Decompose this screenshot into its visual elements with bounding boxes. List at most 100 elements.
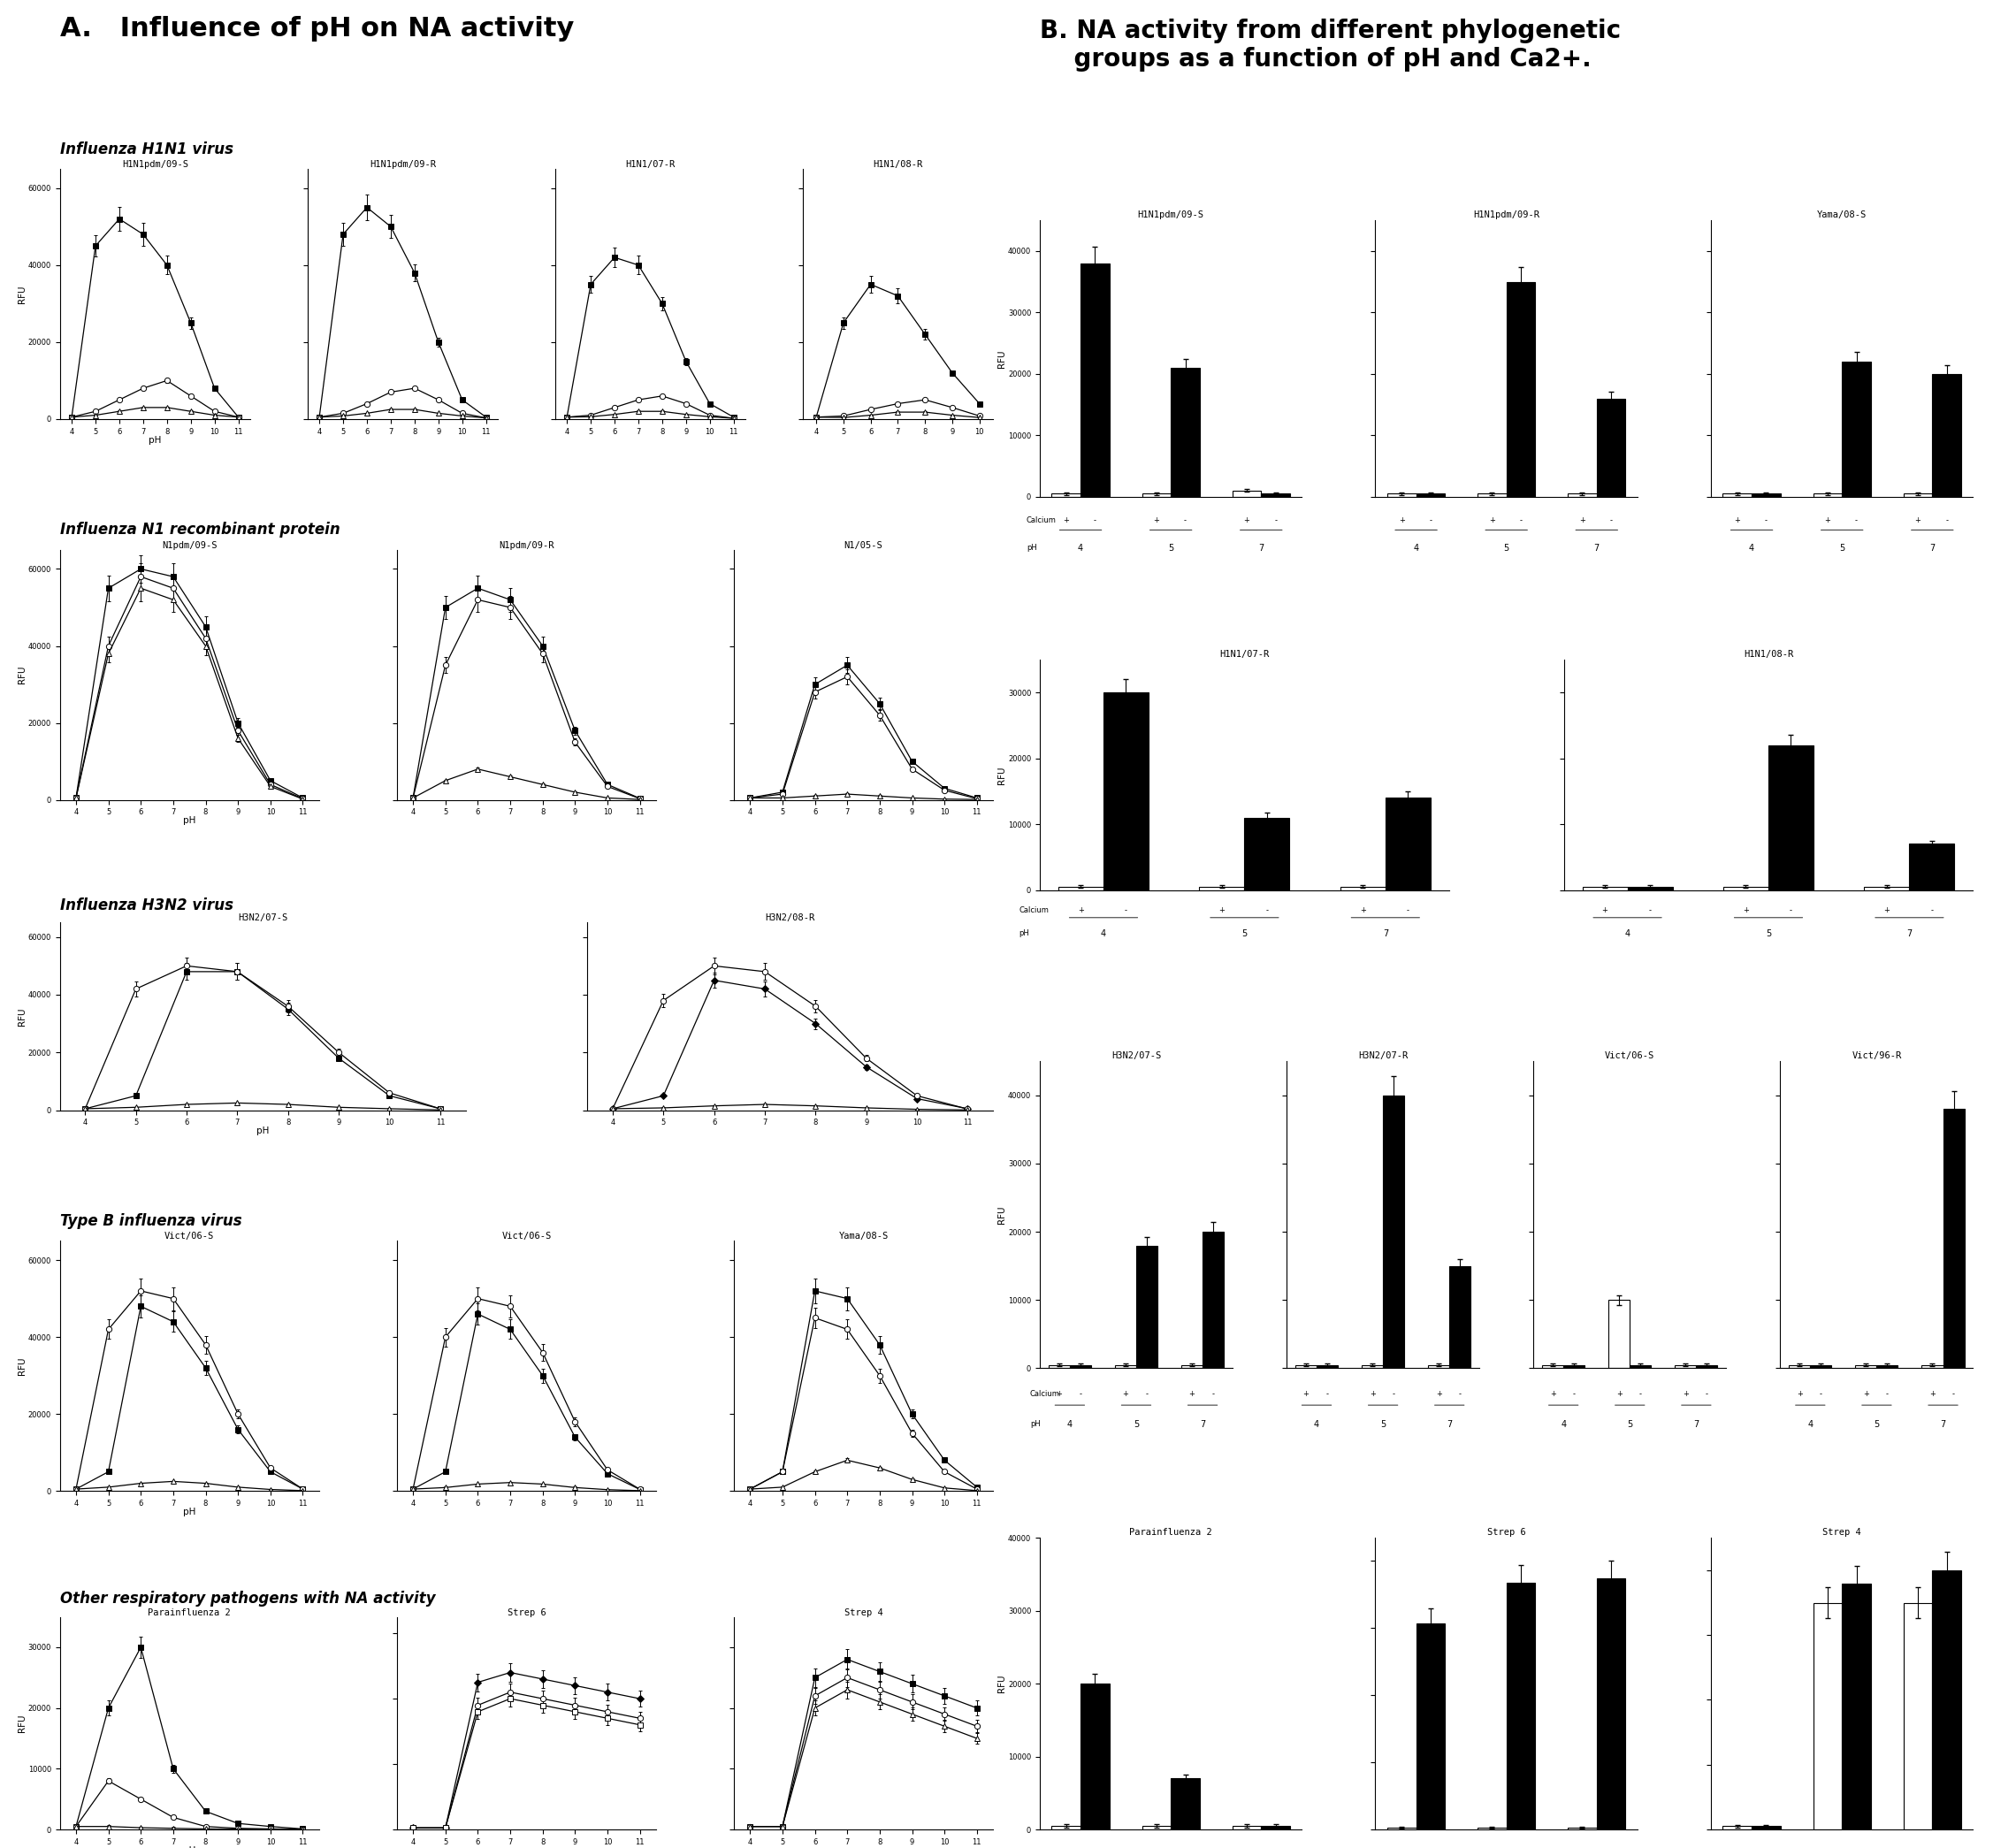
- Bar: [1877, 1366, 1897, 1368]
- Bar: [1477, 493, 1507, 497]
- Text: 5: 5: [1381, 1421, 1385, 1429]
- Bar: [1568, 1828, 1596, 1830]
- Bar: [1752, 1826, 1780, 1830]
- Bar: [1429, 1366, 1449, 1368]
- Title: H1N1pdm/09-S: H1N1pdm/09-S: [122, 161, 187, 168]
- Text: +: +: [1824, 516, 1832, 525]
- Bar: [1752, 493, 1780, 497]
- X-axis label: pH: pH: [149, 436, 161, 444]
- Text: Type B influenza virus: Type B influenza virus: [60, 1212, 241, 1229]
- Bar: [1674, 1366, 1696, 1368]
- Text: +: +: [1220, 906, 1226, 915]
- Text: 5: 5: [1766, 930, 1772, 939]
- Y-axis label: RFU: RFU: [18, 1356, 26, 1375]
- Text: Other respiratory pathogens with NA activity: Other respiratory pathogens with NA acti…: [60, 1591, 434, 1606]
- Title: Strep 6: Strep 6: [506, 1608, 546, 1617]
- Text: 4: 4: [1413, 543, 1419, 553]
- Bar: [1855, 1366, 1877, 1368]
- Bar: [1842, 362, 1871, 497]
- Title: Strep 6: Strep 6: [1487, 1528, 1527, 1538]
- Title: H1N1pdm/09-R: H1N1pdm/09-R: [369, 161, 436, 168]
- Text: -: -: [1610, 516, 1612, 525]
- Bar: [1262, 493, 1289, 497]
- Bar: [1630, 1366, 1650, 1368]
- Text: -: -: [1572, 1390, 1574, 1397]
- Bar: [1387, 493, 1417, 497]
- Text: Calcium: Calcium: [1018, 906, 1048, 915]
- Text: 5: 5: [1626, 1421, 1632, 1429]
- Bar: [1317, 1366, 1337, 1368]
- Bar: [1477, 1828, 1507, 1830]
- Text: 4: 4: [1561, 1421, 1566, 1429]
- Bar: [1339, 887, 1385, 891]
- Text: pH: pH: [1018, 930, 1028, 937]
- Text: 7: 7: [1941, 1421, 1945, 1429]
- Title: H1N1pdm/09-S: H1N1pdm/09-S: [1138, 211, 1204, 220]
- Text: 5: 5: [1873, 1421, 1879, 1429]
- Bar: [1383, 1096, 1405, 1368]
- Text: A.   Influence of pH on NA activity: A. Influence of pH on NA activity: [60, 15, 574, 41]
- Title: Parainfluenza 2: Parainfluenza 2: [147, 1608, 231, 1617]
- Text: -: -: [1766, 516, 1768, 525]
- Text: +: +: [1796, 1390, 1802, 1397]
- Text: pH: pH: [1030, 1421, 1040, 1429]
- Bar: [1048, 1366, 1070, 1368]
- Bar: [1608, 1299, 1630, 1368]
- Text: -: -: [1519, 516, 1523, 525]
- Bar: [1543, 1366, 1563, 1368]
- Text: -: -: [1855, 516, 1857, 525]
- Text: Influenza H1N1 virus: Influenza H1N1 virus: [60, 140, 233, 157]
- Text: 7: 7: [1200, 1421, 1206, 1429]
- Text: +: +: [1122, 1390, 1128, 1397]
- Title: Yama/08-S: Yama/08-S: [1818, 211, 1867, 220]
- Text: -: -: [1078, 1390, 1082, 1397]
- Title: H1N1/08-R: H1N1/08-R: [873, 161, 923, 168]
- Bar: [1052, 1826, 1080, 1830]
- Text: 4: 4: [1313, 1421, 1319, 1429]
- Text: -: -: [1274, 516, 1278, 525]
- Bar: [1842, 1584, 1871, 1830]
- Bar: [1104, 693, 1148, 891]
- Bar: [1582, 887, 1628, 891]
- Bar: [1244, 817, 1289, 891]
- Text: -: -: [1648, 906, 1652, 915]
- Text: 4: 4: [1750, 543, 1754, 553]
- Text: -: -: [1266, 906, 1268, 915]
- Text: +: +: [1915, 516, 1921, 525]
- Text: -: -: [1885, 1390, 1889, 1397]
- Title: Parainfluenza 2: Parainfluenza 2: [1130, 1528, 1212, 1538]
- Text: 5: 5: [1840, 543, 1846, 553]
- Text: +: +: [1929, 1390, 1935, 1397]
- Bar: [1114, 1366, 1136, 1368]
- Y-axis label: RFU: RFU: [998, 1674, 1006, 1693]
- Text: -: -: [1953, 1390, 1955, 1397]
- Title: Strep 4: Strep 4: [1824, 1528, 1861, 1538]
- Title: Vict/06-S: Vict/06-S: [502, 1233, 552, 1240]
- Bar: [1058, 887, 1104, 891]
- Title: H1N1pdm/09-R: H1N1pdm/09-R: [1473, 211, 1539, 220]
- Bar: [1596, 399, 1626, 497]
- Text: -: -: [1146, 1390, 1148, 1397]
- Bar: [1563, 1366, 1584, 1368]
- Text: +: +: [1359, 906, 1365, 915]
- Bar: [1200, 887, 1244, 891]
- Title: H1N1/07-R: H1N1/07-R: [1220, 650, 1270, 660]
- Title: Strep 4: Strep 4: [845, 1608, 883, 1617]
- Bar: [1080, 1684, 1110, 1830]
- Title: N1/05-S: N1/05-S: [845, 541, 883, 549]
- Bar: [1568, 493, 1596, 497]
- Bar: [1814, 493, 1842, 497]
- Title: H3N2/08-R: H3N2/08-R: [765, 913, 815, 922]
- Bar: [1722, 1826, 1752, 1830]
- Bar: [1903, 1602, 1933, 1830]
- Text: -: -: [1945, 516, 1947, 525]
- Bar: [1696, 1366, 1718, 1368]
- Text: -: -: [1931, 906, 1933, 915]
- Text: -: -: [1429, 516, 1431, 525]
- Bar: [1385, 798, 1431, 891]
- Y-axis label: RFU: RFU: [998, 349, 1006, 368]
- Y-axis label: RFU: RFU: [18, 665, 26, 684]
- Title: N1pdm/09-R: N1pdm/09-R: [498, 541, 554, 549]
- Text: Calcium: Calcium: [1030, 1390, 1060, 1397]
- Bar: [1182, 1366, 1202, 1368]
